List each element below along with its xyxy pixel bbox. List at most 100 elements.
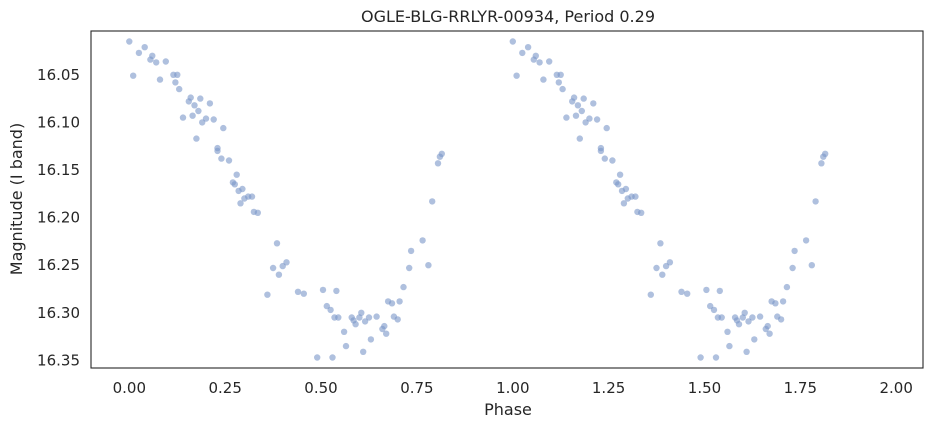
data-point <box>638 209 645 216</box>
data-point <box>361 318 369 325</box>
data-point <box>572 112 580 119</box>
data-point <box>388 300 396 307</box>
data-point <box>294 288 302 295</box>
data-point <box>559 85 566 93</box>
data-point <box>425 262 432 269</box>
data-point <box>735 321 743 328</box>
x-tick-label: 2.00 <box>879 379 912 397</box>
data-point <box>202 115 210 122</box>
x-tick-label: 1.50 <box>688 379 721 397</box>
x-tick-label: 0.00 <box>113 379 146 397</box>
data-point <box>609 157 616 164</box>
data-point <box>126 38 133 45</box>
data-point <box>749 314 756 321</box>
data-point <box>275 271 283 278</box>
data-point <box>580 95 587 102</box>
data-point <box>195 107 202 115</box>
data-point <box>509 38 516 45</box>
data-point <box>156 76 164 83</box>
data-point <box>237 200 244 207</box>
data-point <box>791 247 798 255</box>
data-point <box>620 200 628 207</box>
data-point <box>779 298 787 305</box>
y-tick-label: 16.25 <box>37 256 80 274</box>
data-point <box>300 290 307 297</box>
x-tick-label: 0.50 <box>304 379 337 397</box>
data-point <box>239 185 246 193</box>
data-point <box>536 59 543 66</box>
data-point <box>141 44 148 51</box>
y-tick-label: 16.05 <box>37 66 80 84</box>
x-tick-label: 0.75 <box>400 379 433 397</box>
data-point <box>176 85 183 93</box>
data-point <box>524 44 532 51</box>
data-point <box>532 52 539 59</box>
data-point <box>615 181 622 188</box>
y-axis-label: Magnitude (I band) <box>7 123 26 275</box>
data-point <box>802 237 810 244</box>
data-point <box>327 306 334 314</box>
data-point <box>400 283 407 291</box>
data-point <box>756 313 764 320</box>
data-point <box>135 49 143 57</box>
data-point <box>546 58 553 65</box>
data-point <box>666 259 674 266</box>
data-point <box>710 306 718 314</box>
x-tick-label: 0.25 <box>208 379 241 397</box>
data-point <box>741 309 748 316</box>
data-point <box>513 72 520 79</box>
data-point <box>231 181 238 188</box>
data-point <box>697 354 704 361</box>
data-point <box>189 112 196 119</box>
data-point <box>724 328 731 335</box>
data-point <box>574 102 582 109</box>
data-point <box>365 314 373 321</box>
data-point <box>174 71 181 79</box>
data-point <box>233 171 240 178</box>
data-point <box>657 240 664 247</box>
data-point <box>818 160 825 167</box>
y-tick-label: 16.30 <box>37 304 80 322</box>
data-point <box>373 313 380 320</box>
data-point <box>352 321 359 328</box>
y-tick-label: 16.10 <box>37 113 80 131</box>
data-point <box>406 264 413 272</box>
data-point <box>419 237 426 244</box>
data-point <box>751 336 758 343</box>
data-point <box>340 328 348 335</box>
data-point <box>540 76 547 83</box>
data-point <box>557 71 564 79</box>
data-point <box>191 102 198 109</box>
data-point <box>570 94 578 101</box>
y-tick-label: 16.20 <box>37 209 80 227</box>
data-point <box>360 348 367 355</box>
data-point <box>743 348 750 355</box>
data-point <box>193 135 200 142</box>
data-point <box>264 291 271 298</box>
data-point <box>772 300 779 307</box>
data-point <box>358 309 365 316</box>
data-point <box>283 259 290 266</box>
data-point <box>576 135 583 142</box>
y-tick-label: 16.35 <box>37 351 80 369</box>
x-tick-label: 1.75 <box>784 379 817 397</box>
data-point <box>590 100 597 107</box>
data-point <box>273 240 281 247</box>
plot-area <box>90 30 924 369</box>
data-point <box>218 155 225 162</box>
data-point <box>254 209 261 216</box>
data-point <box>335 314 342 321</box>
data-point <box>603 124 610 132</box>
data-point <box>703 286 710 294</box>
data-point <box>248 193 256 200</box>
data-point <box>808 262 815 269</box>
data-point <box>162 58 169 65</box>
data-point <box>206 100 214 107</box>
data-point <box>632 193 639 200</box>
data-point <box>777 316 785 323</box>
data-point <box>789 264 796 272</box>
x-tick-label: 1.00 <box>496 379 529 397</box>
data-point <box>764 322 771 330</box>
scatter-points <box>126 38 829 361</box>
data-point <box>438 150 445 157</box>
